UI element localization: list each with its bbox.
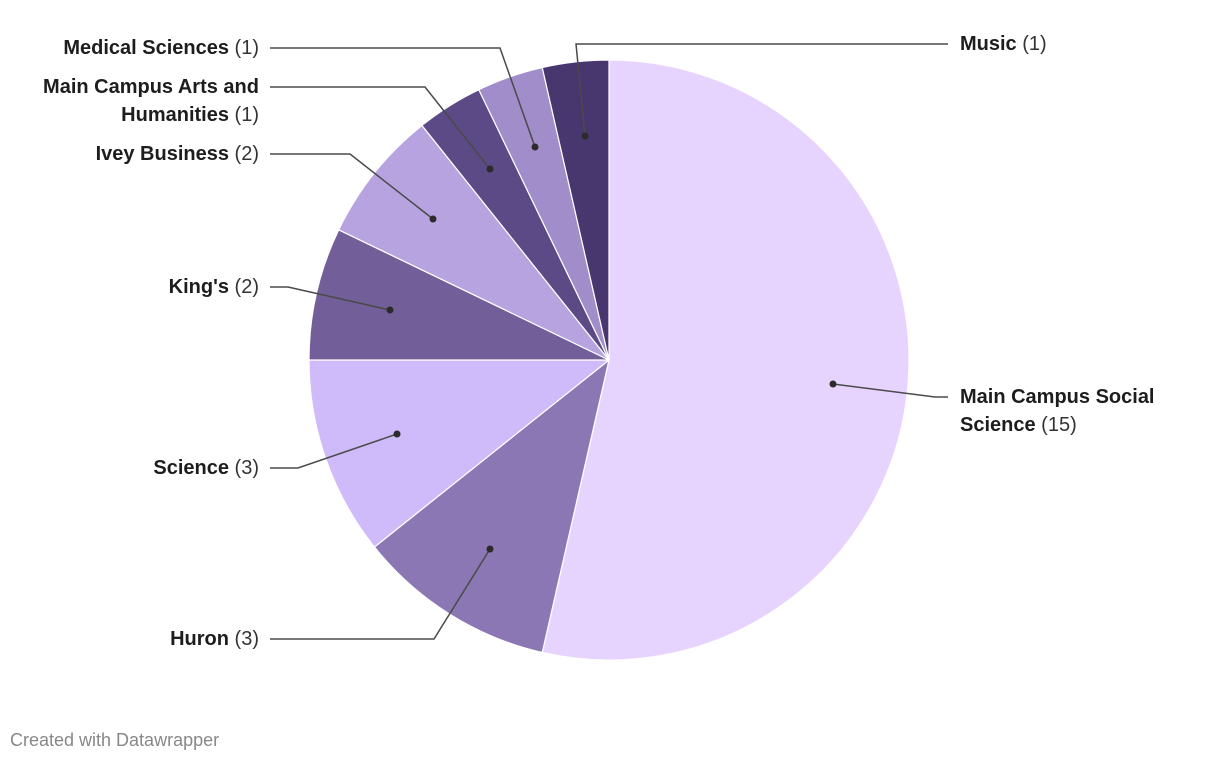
slice-label-name: Science <box>153 457 229 479</box>
slice-label-count: (2) <box>234 143 259 165</box>
slice-label-main-campus-social-science: Main Campus Social Science (15) <box>960 383 1200 439</box>
leader-line-science <box>270 433 398 469</box>
credit-footer: Created with Datawrapper <box>10 730 220 750</box>
slice-label-king-s: King's (2) <box>169 273 259 301</box>
slice-label-ivey-business: Ivey Business (2) <box>96 140 259 168</box>
slice-label-count: (2) <box>234 276 259 298</box>
slice-label-name: Main Campus Social Science <box>960 386 1155 436</box>
slice-label-count: (1) <box>1022 33 1047 55</box>
slice-label-name: Main Campus Arts and Humanities <box>43 76 259 126</box>
leader-dot-music <box>581 132 589 140</box>
leader-dot-main-campus-arts-and-humanities <box>486 165 494 173</box>
slice-label-count: (1) <box>234 104 259 126</box>
slice-label-huron: Huron (3) <box>170 625 259 653</box>
leader-dot-huron <box>486 545 494 553</box>
pie-slice-music <box>541 59 610 361</box>
leader-dot-medical-sciences <box>531 143 539 151</box>
slice-label-name: Huron <box>170 628 229 650</box>
leader-dot-main-campus-social-science <box>829 380 837 388</box>
leader-line-music <box>575 43 948 137</box>
slice-label-science: Science (3) <box>153 454 259 482</box>
leader-line-ivey-business <box>270 153 434 220</box>
slice-label-medical-sciences: Medical Sciences (1) <box>63 34 259 62</box>
slice-label-name: Music <box>960 33 1017 55</box>
leader-line-main-campus-social-science <box>832 383 948 398</box>
slice-label-count: (3) <box>234 628 259 650</box>
leader-line-medical-sciences <box>270 47 536 148</box>
slice-label-name: Ivey Business <box>95 143 229 165</box>
leader-line-huron <box>270 548 491 640</box>
slice-label-count: (15) <box>1041 414 1077 436</box>
leader-dot-king-s <box>386 306 394 314</box>
leader-dot-ivey-business <box>429 215 437 223</box>
slice-label-music: Music (1) <box>960 30 1047 58</box>
slice-label-name: Medical Sciences <box>63 37 229 59</box>
leader-line-king-s <box>270 286 391 311</box>
slice-label-count: (1) <box>234 37 259 59</box>
slice-label-main-campus-arts-and-humanities: Main Campus Arts and Humanities (1) <box>0 73 259 129</box>
slice-label-name: King's <box>168 276 229 298</box>
leader-line-main-campus-arts-and-humanities <box>270 86 491 170</box>
slice-label-count: (3) <box>234 457 259 479</box>
leader-dot-science <box>393 430 401 438</box>
